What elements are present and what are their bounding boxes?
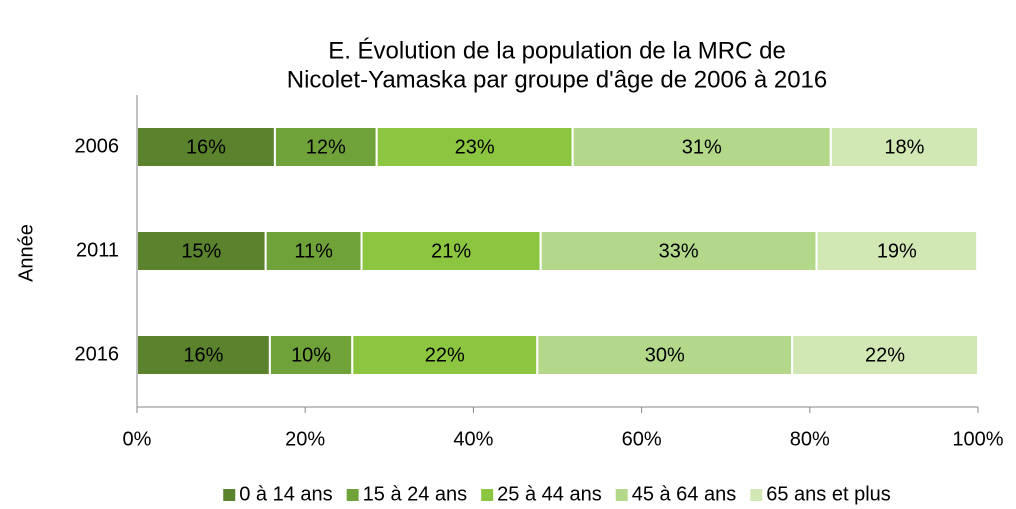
legend-label: 15 à 24 ans xyxy=(363,483,468,505)
legend-swatch xyxy=(481,489,494,501)
legend-label: 45 à 64 ans xyxy=(632,483,737,505)
data-label: 22% xyxy=(425,344,465,366)
data-label: 21% xyxy=(431,240,471,262)
bar-segment xyxy=(829,126,980,168)
legend-swatch xyxy=(223,489,236,501)
legend-label: 65 ans et plus xyxy=(766,483,891,505)
data-label: 18% xyxy=(884,136,924,158)
data-label: 10% xyxy=(291,344,331,366)
x-tick-label: 20% xyxy=(285,428,325,450)
chart-title: E. Évolution de la population de la MRC … xyxy=(328,37,786,64)
data-label: 23% xyxy=(455,136,495,158)
x-tick-label: 100% xyxy=(952,428,1003,450)
x-tick-label: 0% xyxy=(123,428,152,450)
legend-swatch xyxy=(346,489,359,501)
y-tick-label: 2011 xyxy=(76,239,119,261)
bar-segment xyxy=(815,230,979,272)
bar-segment xyxy=(264,230,363,272)
bar-segment xyxy=(351,334,539,376)
data-label: 19% xyxy=(877,240,917,262)
data-label: 31% xyxy=(682,136,722,158)
bar-segment xyxy=(539,230,818,272)
data-label: 16% xyxy=(183,344,223,366)
data-label: 15% xyxy=(181,240,221,262)
x-tick-label: 80% xyxy=(790,428,830,450)
x-tick-label: 40% xyxy=(453,428,493,450)
legend-swatch xyxy=(615,489,628,501)
x-tick-label: 60% xyxy=(622,428,662,450)
data-label: 33% xyxy=(659,240,699,262)
legend-label: 25 à 44 ans xyxy=(497,483,602,505)
data-label: 11% xyxy=(294,240,333,262)
data-label: 22% xyxy=(865,344,905,366)
chart-title: Nicolet-Yamaska par groupe d'âge de 2006… xyxy=(287,66,828,93)
data-label: 16% xyxy=(186,136,226,158)
y-axis-label: Année xyxy=(15,224,37,282)
y-tick-label: 2016 xyxy=(75,343,120,365)
bar-segment xyxy=(268,334,354,376)
bar-segment xyxy=(273,126,378,168)
data-label: 12% xyxy=(306,136,346,158)
bar-segment xyxy=(536,334,794,376)
bar-segment xyxy=(360,230,542,272)
legend-label: 0 à 14 ans xyxy=(239,483,332,505)
bar-segment xyxy=(791,334,979,376)
y-tick-label: 2006 xyxy=(75,135,120,157)
legend-swatch xyxy=(750,489,763,501)
bar-segment xyxy=(375,126,574,168)
data-label: 30% xyxy=(645,344,685,366)
